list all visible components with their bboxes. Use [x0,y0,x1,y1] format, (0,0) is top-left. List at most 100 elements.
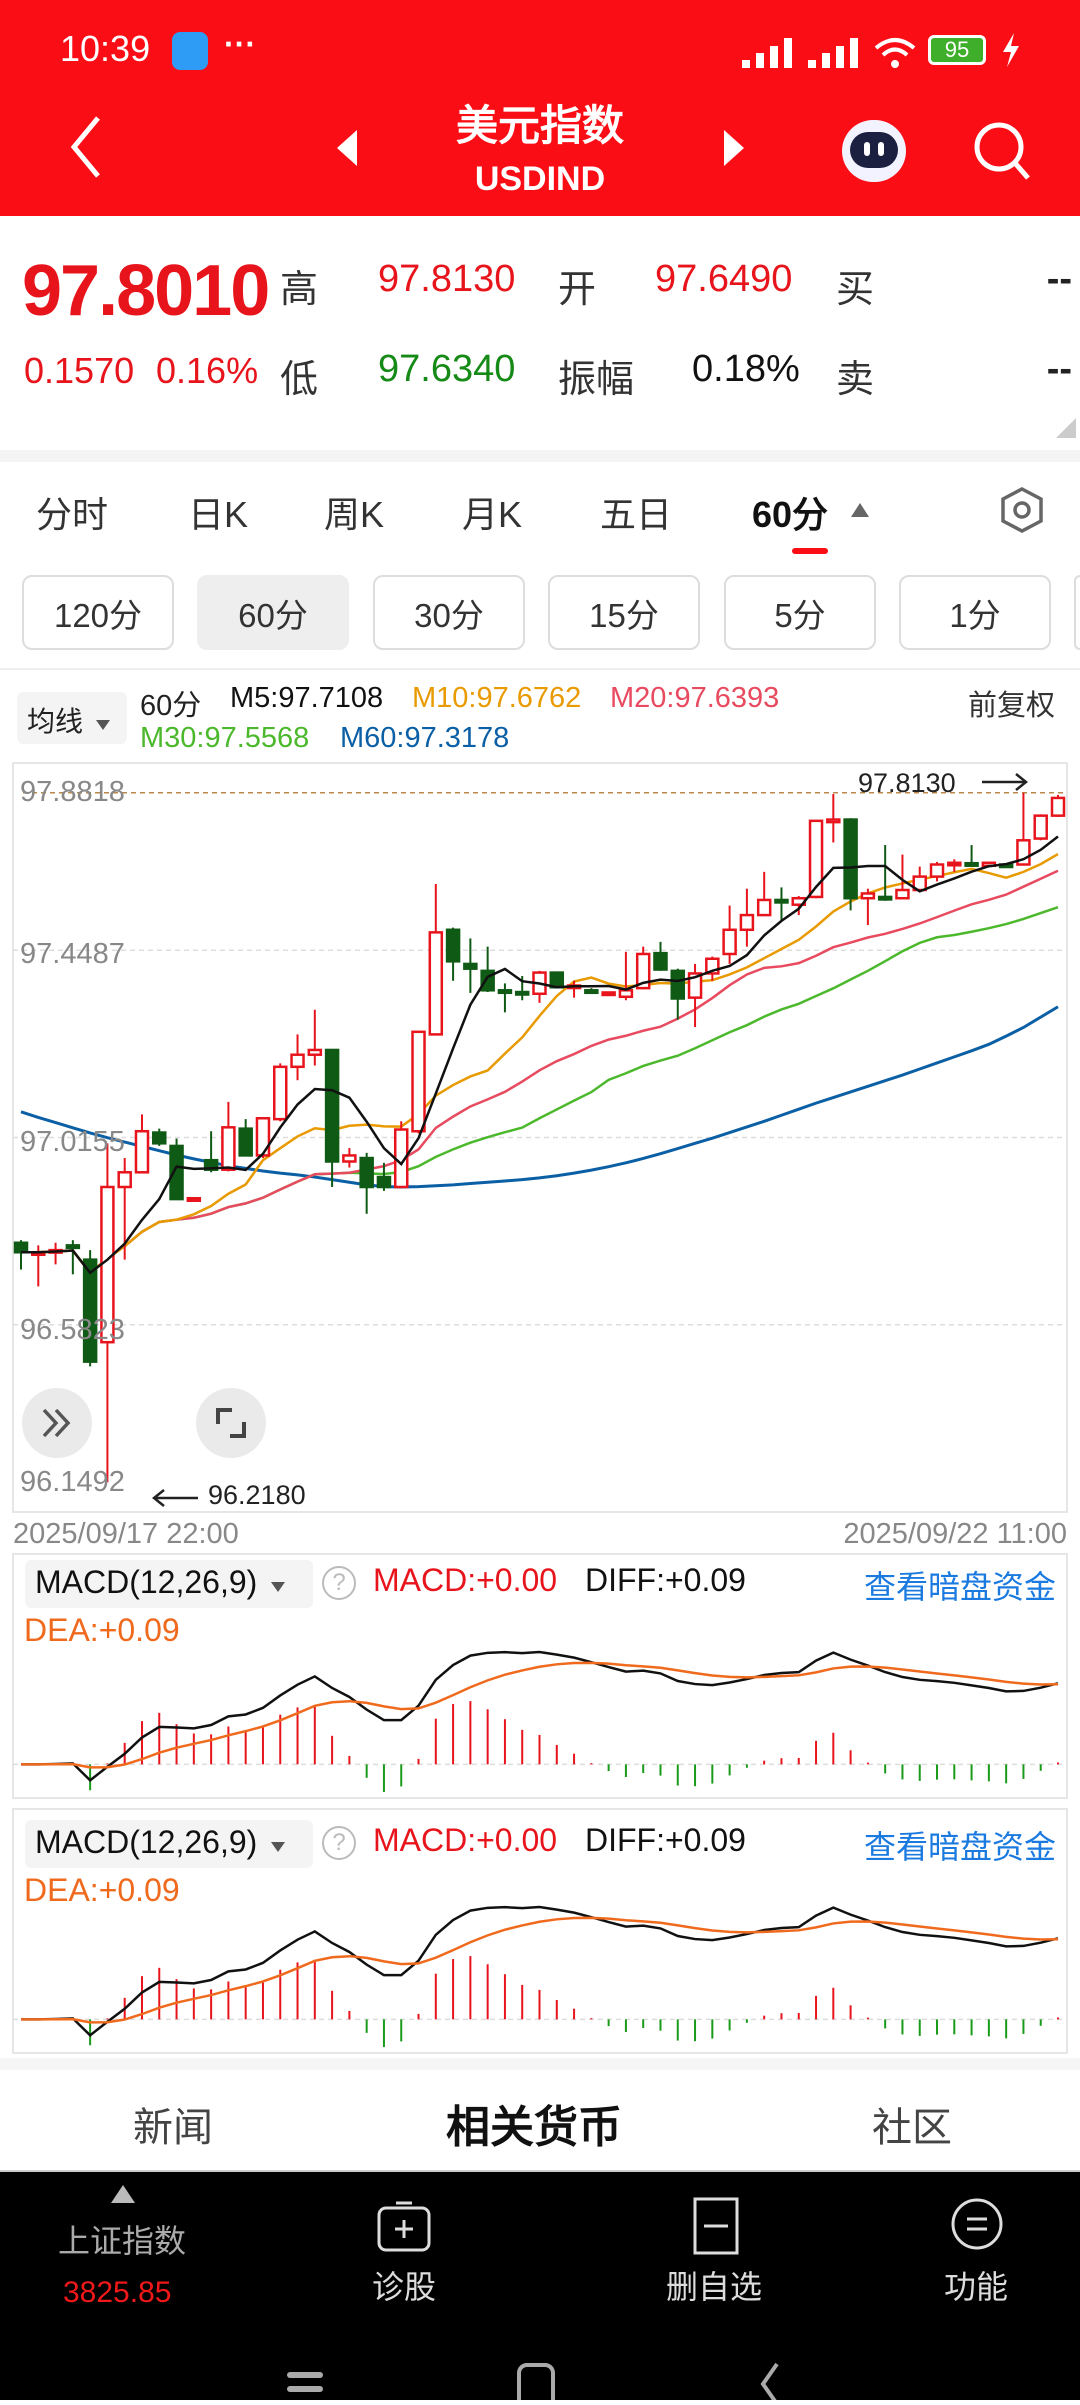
tab-monthly-k[interactable]: 月K [462,494,523,535]
dark-pool-funds-link[interactable]: 查看暗盘资金 [863,1829,1056,1865]
period-120min-button[interactable]: 120分 [22,575,174,650]
expand-corner-icon[interactable] [1056,418,1076,438]
macd-chart-2[interactable] [0,1807,1080,2057]
low-value: 97.6340 [378,348,516,390]
dea-line [21,1916,1059,2024]
tab-dropdown-up-icon[interactable] [850,502,870,523]
candle-up [601,991,616,997]
candle-down [774,898,789,904]
candle-up [929,863,945,878]
candle-up [273,1065,288,1121]
macd-chart-1[interactable] [0,1552,1080,1802]
last-price: 97.8010 [22,251,270,331]
tab-weekly-k[interactable]: 周K [324,494,385,535]
candle-down [514,990,530,996]
diagnose-stock-icon[interactable] [376,2200,432,2261]
expand-up-icon[interactable] [110,2184,136,2209]
macd-value: MACD:+0.00 [373,1562,558,1598]
candle-down [238,1127,253,1157]
candlestick-chart[interactable] [0,0,1080,1560]
x-end-label: 2025/09/22 11:00 [843,1518,1067,1550]
ma30-line [21,906,1059,1275]
remove-watchlist-icon[interactable] [692,2196,740,2263]
battery-icon: 95 [928,35,986,65]
ma10-line [21,853,1059,1275]
arrow-left-icon [150,1486,200,1515]
ma-selector-label: 均线 [27,706,84,737]
candle-up [722,928,737,956]
index-name[interactable]: 上证指数 [58,2223,187,2259]
candle-up [307,1048,323,1056]
recent-apps-icon[interactable] [285,2368,325,2403]
candle-down [169,1144,184,1201]
fast-forward-button[interactable] [22,1388,92,1458]
macd-indicator-selector[interactable]: MACD(12,26,9) [25,1560,313,1608]
prev-instrument-icon[interactable] [335,128,359,173]
tab-community[interactable]: 社区 [872,2106,952,2150]
macd-frame [12,1553,1068,1799]
fullscreen-button[interactable] [196,1388,266,1458]
ma-selector[interactable]: 均线 [17,692,127,744]
cloud-app-icon [172,32,208,70]
candle-down [359,1156,374,1189]
high-value: 97.8130 [378,258,516,300]
adjust-mode[interactable]: 前复权 [968,690,1056,722]
tab-daily-k[interactable]: 日K [188,494,249,535]
tab-news[interactable]: 新闻 [133,2106,213,2150]
candle-down [13,1241,29,1254]
tab-related-currencies[interactable]: 相关货币 [446,2103,622,2152]
instrument-code: USDIND [474,160,606,198]
candle-down [82,1258,98,1363]
candle-up [255,1117,271,1157]
ma60-value: M60:97.3178 [340,722,510,754]
open-label: 开 [558,269,597,311]
ma5-value: M5:97.7108 [230,682,384,714]
candle-up [1033,814,1048,840]
period-1min-button[interactable]: 1分 [899,575,1051,650]
ma30-value: M30:97.5568 [140,722,310,754]
back-icon[interactable] [64,112,108,182]
diff-value: DIFF:+0.09 [585,1562,746,1598]
candle-down [65,1244,81,1250]
change-percent: 0.16% [156,350,259,391]
x-start-label: 2025/09/17 22:00 [13,1518,239,1550]
ma10-value: M10:97.6762 [412,682,582,714]
period-15min-button[interactable]: 15分 [548,575,700,650]
tab-five-day[interactable]: 五日 [600,494,673,535]
period-5min-button[interactable]: 5分 [724,575,876,650]
nav-back-icon[interactable] [755,2360,785,2405]
diff-value: DIFF:+0.09 [585,1822,746,1858]
period-30min-button[interactable]: 30分 [373,575,525,650]
candle-up [1050,796,1066,817]
functions-icon[interactable] [950,2196,1004,2257]
chart-settings-icon[interactable] [998,486,1046,539]
macd-indicator-selector[interactable]: MACD(12,26,9) [25,1820,313,1868]
remove-watchlist-label[interactable]: 删自选 [666,2269,763,2305]
diagnose-stock-label[interactable]: 诊股 [372,2269,437,2305]
next-instrument-icon[interactable] [722,128,746,173]
dark-pool-funds-link[interactable]: 查看暗盘资金 [863,1569,1056,1605]
candle-down [670,969,686,1000]
macd-title: MACD(12,26,9) [35,1824,258,1860]
index-value: 3825.85 [63,2276,172,2309]
functions-label[interactable]: 功能 [944,2269,1009,2305]
section-divider-2 [0,668,1080,670]
candle-down [445,928,461,963]
help-icon[interactable]: ? [322,1566,356,1600]
candle-down [653,951,668,971]
help-icon[interactable]: ? [322,1826,356,1860]
dropdown-icon [271,1582,286,1592]
search-icon[interactable] [972,120,1032,187]
buy-value: -- [1046,258,1072,300]
macd-frame [12,1808,1068,2054]
candle-down [843,818,858,900]
tab-60min[interactable]: 60分 [752,494,829,535]
home-icon[interactable] [516,2362,556,2405]
candle-up [808,819,824,899]
ma60-line [20,1005,1059,1189]
tab-intraday[interactable]: 分时 [36,494,109,535]
period-more-button[interactable] [1074,575,1080,650]
robot-assistant-icon[interactable] [842,120,906,182]
candle-down [376,1175,392,1189]
period-60min-button[interactable]: 60分 [197,575,349,650]
